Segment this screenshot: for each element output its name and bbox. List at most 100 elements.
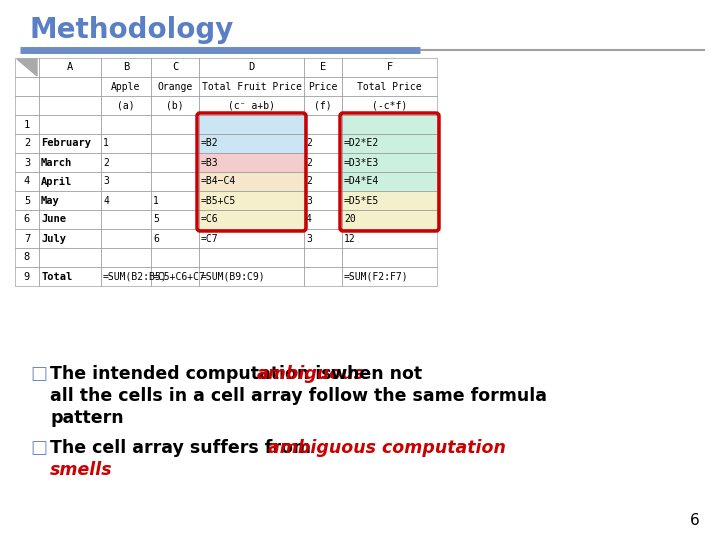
- Bar: [304, 96, 342, 115]
- Bar: [151, 96, 199, 115]
- Bar: [199, 248, 304, 267]
- Text: =C6: =C6: [201, 214, 219, 225]
- Text: D: D: [248, 63, 255, 72]
- Bar: [15, 191, 39, 210]
- Bar: [342, 134, 437, 153]
- Text: July: July: [41, 233, 66, 244]
- Bar: [15, 77, 39, 96]
- Text: B: B: [123, 63, 129, 72]
- Text: 8: 8: [24, 253, 30, 262]
- Bar: [151, 191, 199, 210]
- Text: 3: 3: [306, 195, 312, 206]
- Text: E: E: [320, 63, 326, 72]
- Bar: [151, 229, 199, 248]
- Text: =SUM(B9:C9): =SUM(B9:C9): [201, 272, 266, 281]
- Bar: [304, 115, 342, 134]
- Text: 1: 1: [24, 119, 30, 130]
- Text: =D5*E5: =D5*E5: [344, 195, 379, 206]
- Text: 2: 2: [306, 177, 312, 186]
- Bar: [39, 115, 101, 134]
- Bar: [342, 248, 437, 267]
- Bar: [199, 267, 304, 286]
- Bar: [39, 96, 101, 115]
- Bar: [342, 191, 437, 210]
- Bar: [151, 267, 199, 286]
- Bar: [151, 58, 199, 77]
- Bar: [199, 77, 304, 96]
- Polygon shape: [17, 59, 37, 76]
- Text: March: March: [41, 158, 72, 167]
- Bar: [342, 58, 437, 77]
- Text: =B2: =B2: [201, 138, 219, 149]
- Bar: [304, 58, 342, 77]
- Text: 1: 1: [153, 195, 159, 206]
- Text: F: F: [387, 63, 392, 72]
- Text: 2: 2: [306, 138, 312, 149]
- Bar: [199, 96, 304, 115]
- Text: 5: 5: [153, 214, 159, 225]
- Bar: [342, 229, 437, 248]
- Bar: [101, 134, 151, 153]
- Text: =B4−C4: =B4−C4: [201, 177, 236, 186]
- Bar: [15, 115, 39, 134]
- Text: (b): (b): [166, 100, 184, 111]
- Text: 1: 1: [103, 138, 109, 149]
- Bar: [199, 115, 304, 134]
- Text: =D3*E3: =D3*E3: [344, 158, 379, 167]
- Text: 6: 6: [153, 233, 159, 244]
- Bar: [101, 191, 151, 210]
- Bar: [15, 134, 39, 153]
- Text: pattern: pattern: [50, 409, 124, 427]
- Text: 12: 12: [344, 233, 356, 244]
- Bar: [304, 191, 342, 210]
- Bar: [304, 134, 342, 153]
- Bar: [39, 153, 101, 172]
- Bar: [101, 248, 151, 267]
- Text: 2: 2: [306, 158, 312, 167]
- Bar: [15, 96, 39, 115]
- Bar: [199, 134, 304, 153]
- Bar: [15, 153, 39, 172]
- Bar: [342, 210, 437, 229]
- Bar: [15, 210, 39, 229]
- Text: □: □: [30, 439, 47, 457]
- Bar: [101, 115, 151, 134]
- Bar: [304, 267, 342, 286]
- Bar: [151, 210, 199, 229]
- Bar: [39, 229, 101, 248]
- Bar: [304, 77, 342, 96]
- Bar: [342, 115, 437, 134]
- Text: Methodology: Methodology: [30, 16, 235, 44]
- Text: 7: 7: [24, 233, 30, 244]
- Text: =C7: =C7: [201, 233, 219, 244]
- Bar: [199, 153, 304, 172]
- Bar: [101, 229, 151, 248]
- Text: 2: 2: [103, 158, 109, 167]
- Text: =B5+C5: =B5+C5: [201, 195, 236, 206]
- Text: =SUM(B2:B5): =SUM(B2:B5): [103, 272, 168, 281]
- Bar: [199, 191, 304, 210]
- Bar: [342, 267, 437, 286]
- Bar: [39, 172, 101, 191]
- Bar: [304, 172, 342, 191]
- Text: =D4*E4: =D4*E4: [344, 177, 379, 186]
- Bar: [304, 210, 342, 229]
- Bar: [101, 77, 151, 96]
- Text: February: February: [41, 138, 91, 149]
- Bar: [342, 96, 437, 115]
- Bar: [304, 229, 342, 248]
- Text: A: A: [67, 63, 73, 72]
- Text: The cell array suffers from: The cell array suffers from: [50, 439, 317, 457]
- Bar: [199, 172, 304, 191]
- Text: Orange: Orange: [158, 82, 193, 91]
- Text: Total Fruit Price: Total Fruit Price: [202, 82, 302, 91]
- Text: 3: 3: [306, 233, 312, 244]
- Text: 4: 4: [306, 214, 312, 225]
- Bar: [15, 172, 39, 191]
- Bar: [151, 134, 199, 153]
- Text: (a): (a): [117, 100, 135, 111]
- Text: (-c*f): (-c*f): [372, 100, 407, 111]
- Text: 4: 4: [24, 177, 30, 186]
- Text: Apple: Apple: [112, 82, 140, 91]
- Text: Price: Price: [308, 82, 338, 91]
